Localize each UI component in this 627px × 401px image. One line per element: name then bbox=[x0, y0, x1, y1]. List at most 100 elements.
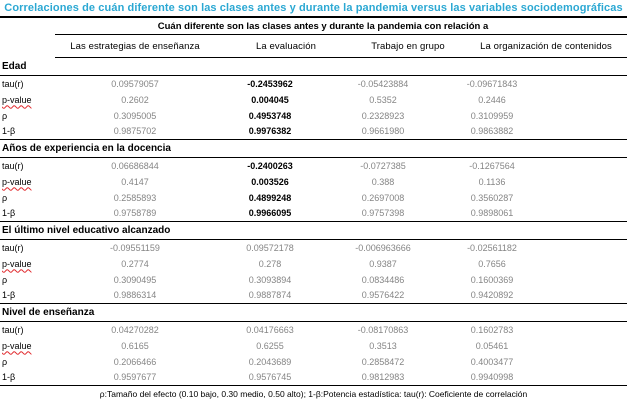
value-text: 0.4147 bbox=[121, 176, 149, 187]
value-cell: 0.9966095 bbox=[215, 205, 325, 222]
value-cell: 0.1136 bbox=[441, 174, 627, 190]
row-label: tau(r) bbox=[0, 240, 55, 256]
row-label-text: p-value bbox=[2, 94, 32, 105]
value-text: -0.006963666 bbox=[355, 242, 411, 253]
value-text: 0.2446 bbox=[478, 94, 506, 105]
value-text: 0.2328923 bbox=[361, 110, 405, 121]
value-text: -0.2400263 bbox=[247, 160, 293, 171]
value-cell: -0.006963666 bbox=[325, 240, 441, 256]
value-text: 0.04176663 bbox=[246, 324, 294, 335]
value-cell: 0.05461 bbox=[441, 338, 627, 354]
stat-row: tau(r) 0.09579057 -0.2453962 -0.05423884 -0.… bbox=[0, 76, 627, 92]
row-label: ρ bbox=[0, 272, 55, 288]
stat-row: 1-β 0.9758789 0.9966095 0.9757398 0.9898061 bbox=[0, 205, 627, 222]
value-cell: 0.3095005 bbox=[55, 108, 215, 124]
row-label-text: 1-β bbox=[2, 208, 16, 219]
value-text: 0.6165 bbox=[121, 340, 149, 351]
spanner-header: Cuán diferente son las clases antes y du… bbox=[55, 18, 627, 35]
row-label: 1-β bbox=[0, 287, 55, 304]
row-label: tau(r) bbox=[0, 158, 55, 174]
row-label: tau(r) bbox=[0, 76, 55, 92]
table-caption: Correlaciones de cuán diferente son las … bbox=[0, 0, 627, 18]
value-cell: 0.278 bbox=[215, 256, 325, 272]
row-label-text: tau(r) bbox=[2, 160, 24, 171]
value-cell: 0.9758789 bbox=[55, 205, 215, 222]
section-header: Años de experiencia en la docencia bbox=[0, 139, 627, 158]
spanner-row: Cuán diferente son las clases antes y du… bbox=[0, 18, 627, 35]
value-text: 0.2043689 bbox=[248, 356, 292, 367]
stat-row: tau(r) 0.06686844 -0.2400263 -0.0727385 -0.1… bbox=[0, 158, 627, 174]
stat-row: tau(r) -0.09551159 0.09572178 -0.006963666 -… bbox=[0, 240, 627, 256]
value-cell: 0.9661980 bbox=[325, 123, 441, 140]
value-text: 0.4003477 bbox=[470, 356, 514, 367]
value-text: 0.9576745 bbox=[248, 372, 292, 383]
value-text: 0.278 bbox=[258, 258, 282, 269]
value-cell: 0.9940998 bbox=[441, 369, 627, 386]
value-text: 0.9387 bbox=[369, 258, 397, 269]
value-text: 0.06686844 bbox=[111, 160, 159, 171]
value-text: 0.3093894 bbox=[248, 274, 292, 285]
value-cell: 0.9420892 bbox=[441, 287, 627, 304]
value-cell: -0.02561182 bbox=[441, 240, 627, 256]
value-cell: 0.9887874 bbox=[215, 287, 325, 304]
row-label-text: 1-β bbox=[2, 372, 16, 383]
value-cell: 0.3093894 bbox=[215, 272, 325, 288]
stat-row: ρ 0.3095005 0.4953748 0.2328923 0.3109959 bbox=[0, 108, 627, 124]
value-text: 0.9887874 bbox=[248, 290, 292, 301]
value-cell: 0.7656 bbox=[441, 256, 627, 272]
value-text: 0.09579057 bbox=[111, 78, 159, 89]
row-label: ρ bbox=[0, 190, 55, 206]
section-row: Edad bbox=[0, 57, 627, 76]
row-label-text: 1-β bbox=[2, 290, 16, 301]
value-cell: 0.1602783 bbox=[441, 322, 627, 338]
value-cell: 0.9576745 bbox=[215, 369, 325, 386]
column-header-estrategias: Las estrategias de enseñanza bbox=[55, 34, 215, 58]
value-cell: 0.9576422 bbox=[325, 287, 441, 304]
spanner-spacer bbox=[0, 18, 55, 35]
value-text: 0.3560287 bbox=[470, 192, 514, 203]
value-text: 0.09572178 bbox=[246, 242, 294, 253]
column-header-text: La evaluación bbox=[256, 40, 316, 52]
value-cell: -0.05423884 bbox=[325, 76, 441, 92]
value-text: 0.9420892 bbox=[470, 290, 514, 301]
column-header-organizacion: La organización de contenidos bbox=[441, 34, 627, 58]
value-text: 0.6255 bbox=[256, 340, 284, 351]
row-label-text: tau(r) bbox=[2, 324, 24, 335]
spanner-header-text: Cuán diferente son las clases antes y du… bbox=[157, 20, 489, 32]
stat-row: p-value 0.6165 0.6255 0.3513 0.05461 bbox=[0, 338, 627, 354]
value-cell: 0.9976382 bbox=[215, 123, 325, 140]
row-label: p-value bbox=[0, 338, 55, 354]
value-text: 0.3109959 bbox=[470, 110, 514, 121]
value-cell: 0.9597677 bbox=[55, 369, 215, 386]
row-label: p-value bbox=[0, 256, 55, 272]
value-cell: 0.2774 bbox=[55, 256, 215, 272]
value-cell: -0.2400263 bbox=[215, 158, 325, 174]
value-cell: 0.004045 bbox=[215, 92, 325, 108]
stat-row: p-value 0.4147 0.003526 0.388 0.1136 bbox=[0, 174, 627, 190]
value-cell: 0.4147 bbox=[55, 174, 215, 190]
section-header: Nivel de enseñanza bbox=[0, 303, 627, 322]
stat-row: p-value 0.2602 0.004045 0.5352 0.2446 bbox=[0, 92, 627, 108]
stat-row: ρ 0.3090495 0.3093894 0.0834486 0.1600369 bbox=[0, 272, 627, 288]
value-text: 0.9576422 bbox=[361, 290, 405, 301]
row-label: 1-β bbox=[0, 205, 55, 222]
value-text: 0.04270282 bbox=[111, 324, 159, 335]
value-text: 0.9976382 bbox=[248, 126, 292, 137]
value-text: 0.4953748 bbox=[248, 110, 292, 121]
value-text: -0.0727385 bbox=[360, 160, 406, 171]
value-cell: 0.2858472 bbox=[325, 354, 441, 370]
value-text: 0.3513 bbox=[369, 340, 397, 351]
value-cell: 0.09572178 bbox=[215, 240, 325, 256]
row-label-text: 1-β bbox=[2, 126, 16, 137]
value-cell: 0.9812983 bbox=[325, 369, 441, 386]
table-footnote: ρ:Tamaño del efecto (0.10 bajo, 0.30 med… bbox=[99, 389, 528, 399]
value-cell: 0.0834486 bbox=[325, 272, 441, 288]
value-cell: 0.003526 bbox=[215, 174, 325, 190]
row-label: 1-β bbox=[0, 369, 55, 386]
value-cell: 0.3560287 bbox=[441, 190, 627, 206]
value-text: 0.9863882 bbox=[470, 126, 514, 137]
section-header: Edad bbox=[0, 57, 627, 76]
value-cell: 0.04270282 bbox=[55, 322, 215, 338]
value-cell: 0.9387 bbox=[325, 256, 441, 272]
